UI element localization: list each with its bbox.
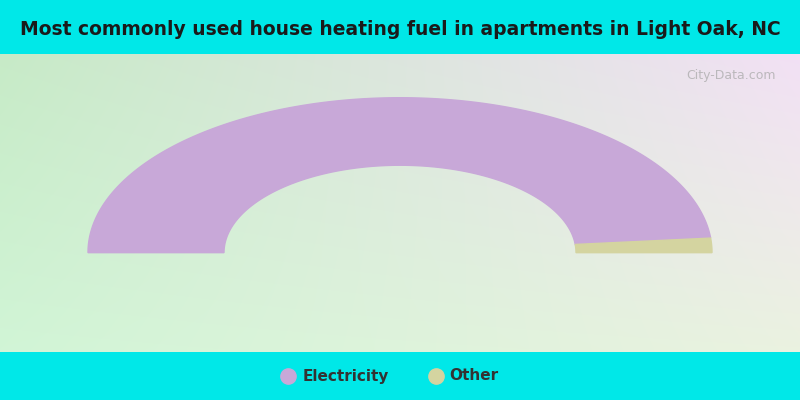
Text: Other: Other bbox=[450, 368, 498, 384]
Polygon shape bbox=[575, 238, 712, 253]
Polygon shape bbox=[88, 98, 710, 253]
Text: Electricity: Electricity bbox=[302, 368, 389, 384]
Text: City-Data.com: City-Data.com bbox=[686, 69, 776, 82]
Text: Most commonly used house heating fuel in apartments in Light Oak, NC: Most commonly used house heating fuel in… bbox=[20, 20, 780, 39]
